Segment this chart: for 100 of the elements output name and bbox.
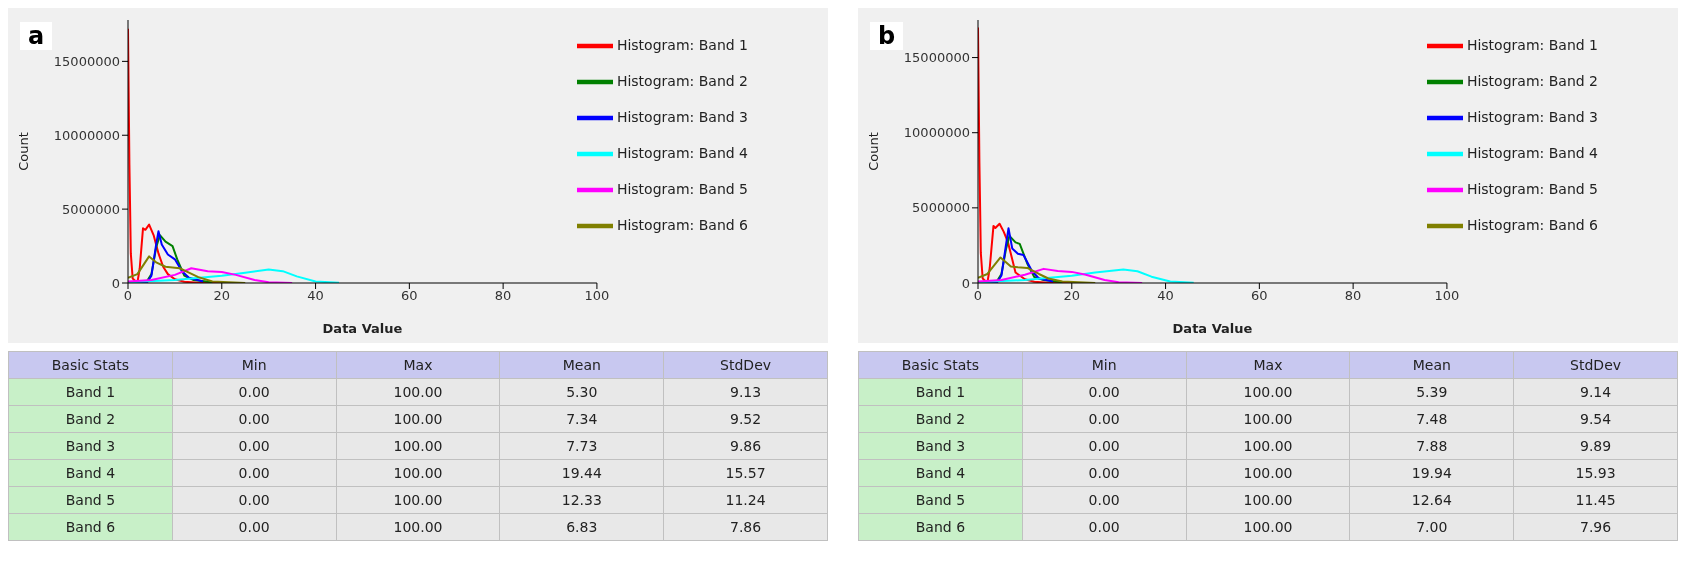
- legend-label: Histogram: Band 3: [1466, 109, 1598, 125]
- text: 9.89: [1580, 438, 1612, 454]
- text: 0.00: [238, 438, 270, 454]
- y-tick-label: 15000000: [53, 53, 120, 69]
- category-label: Max: [336, 351, 500, 379]
- x-tick-label: 20: [213, 288, 231, 304]
- legend-label: Histogram: Band 4: [1466, 145, 1598, 161]
- text: 7.48: [1416, 411, 1448, 427]
- y-tick-label: 5000000: [912, 200, 970, 216]
- text: 0.00: [1088, 438, 1120, 454]
- text: 7.00: [1416, 519, 1448, 535]
- text: 100.00: [393, 519, 443, 535]
- text: 12.64: [1411, 492, 1452, 508]
- text: 0.00: [1088, 411, 1120, 427]
- text: 11.45: [1575, 492, 1616, 508]
- x-axis-title: Data Value: [1172, 321, 1253, 336]
- legend-label: Histogram: Band 4: [616, 145, 748, 161]
- x-tick-label: 80: [494, 288, 512, 304]
- legend-label: Histogram: Band 2: [616, 73, 748, 89]
- text: 7.73: [566, 438, 598, 454]
- category-label: Band 3: [915, 438, 966, 454]
- text: 100.00: [393, 411, 443, 427]
- text: 100.00: [1243, 384, 1293, 400]
- text: 0.00: [238, 519, 270, 535]
- x-axis-title: Data Value: [322, 321, 403, 336]
- x-tick-label: 20: [1063, 288, 1081, 304]
- text: 9.52: [730, 411, 762, 427]
- text: 0.00: [238, 411, 270, 427]
- x-tick-label: 0: [973, 288, 983, 304]
- text: Basic Stats: [858, 351, 1023, 379]
- text: 9.54: [1580, 411, 1612, 427]
- category-label: Band 3: [65, 438, 116, 454]
- category-label: Band 2: [915, 411, 966, 427]
- text: 0.00: [238, 492, 270, 508]
- text: 100.00: [1243, 465, 1293, 481]
- text: 0.00: [1088, 492, 1120, 508]
- text: 0.00: [1088, 465, 1120, 481]
- text: 0.00: [238, 465, 270, 481]
- text: 15.57: [725, 465, 766, 481]
- category-label: Band 4: [65, 465, 116, 481]
- x-tick-label: 60: [1251, 288, 1268, 304]
- text: Basic Stats: [8, 351, 173, 379]
- category-label: Mean: [1349, 351, 1514, 379]
- text: 12.33: [561, 492, 602, 508]
- x-tick-label: 40: [307, 288, 324, 304]
- category-label: Min: [1022, 351, 1187, 379]
- x-tick-label: 100: [1434, 288, 1460, 304]
- text: 19.44: [561, 465, 602, 481]
- text: 15.93: [1575, 465, 1616, 481]
- category-label: Min: [172, 351, 337, 379]
- text: 7.88: [1416, 438, 1448, 454]
- text: 11.24: [725, 492, 766, 508]
- legend-label: Histogram: Band 5: [616, 181, 748, 197]
- text: 7.34: [566, 411, 598, 427]
- legend-label: Histogram: Band 2: [1466, 73, 1598, 89]
- text: 100.00: [393, 492, 443, 508]
- category-label: Mean: [499, 351, 664, 379]
- legend-label: Histogram: Band 6: [1466, 217, 1598, 233]
- category-label: StdDev: [1513, 351, 1678, 379]
- y-tick-label: 0: [111, 275, 120, 291]
- text: 100.00: [1243, 519, 1293, 535]
- text: 100.00: [1243, 438, 1293, 454]
- category-label: Band 1: [65, 384, 116, 400]
- text: 19.94: [1411, 465, 1452, 481]
- text: 5.30: [566, 384, 598, 400]
- text: 0.00: [1088, 519, 1120, 535]
- category-label: Max: [1186, 351, 1350, 379]
- category-label: StdDev: [663, 351, 828, 379]
- text: 5.39: [1416, 384, 1448, 400]
- text: 100.00: [393, 465, 443, 481]
- text: 100.00: [1243, 411, 1293, 427]
- text: 9.86: [730, 438, 762, 454]
- category-label: Band 6: [65, 519, 116, 535]
- y-tick-label: 0: [961, 275, 970, 291]
- chart-title: b: [870, 22, 904, 50]
- text: 6.83: [566, 519, 598, 535]
- legend-label: Histogram: Band 6: [616, 217, 748, 233]
- text: 9.14: [1580, 384, 1612, 400]
- category-label: Band 1: [915, 384, 966, 400]
- text: 9.13: [730, 384, 762, 400]
- y-axis-title: Count: [15, 132, 31, 171]
- x-tick-label: 0: [123, 288, 133, 304]
- y-tick-label: 10000000: [903, 125, 970, 141]
- text: 0.00: [1088, 384, 1120, 400]
- text: 7.96: [1580, 519, 1612, 535]
- category-label: Band 2: [65, 411, 116, 427]
- legend-label: Histogram: Band 1: [616, 37, 748, 53]
- y-tick-label: 10000000: [53, 127, 120, 143]
- text: 0.00: [238, 384, 270, 400]
- text: 100.00: [393, 384, 443, 400]
- category-label: Band 5: [915, 492, 966, 508]
- legend-label: Histogram: Band 1: [1466, 37, 1598, 53]
- x-tick-label: 80: [1344, 288, 1362, 304]
- text: 100.00: [1243, 492, 1293, 508]
- text: 100.00: [393, 438, 443, 454]
- y-tick-label: 15000000: [903, 50, 970, 66]
- text: 7.86: [730, 519, 762, 535]
- category-label: Band 4: [915, 465, 966, 481]
- legend-label: Histogram: Band 3: [616, 109, 748, 125]
- x-tick-label: 100: [584, 288, 610, 304]
